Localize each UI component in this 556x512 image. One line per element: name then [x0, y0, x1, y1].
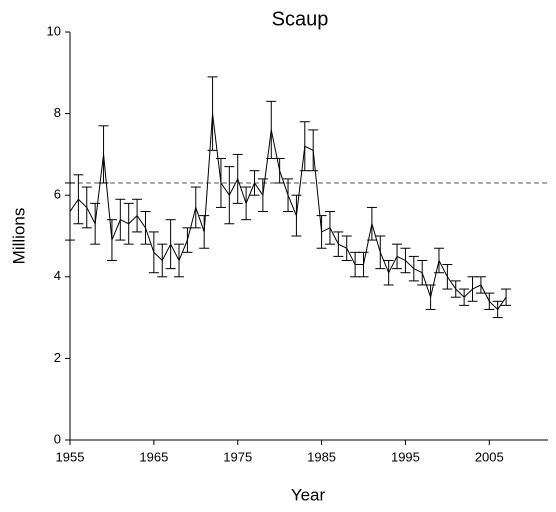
y-tick-label: 2	[54, 350, 61, 365]
x-tick-label: 1995	[391, 449, 420, 464]
chart-title: Scaup	[272, 8, 329, 30]
y-tick-label: 0	[54, 431, 61, 446]
y-tick-label: 8	[54, 105, 61, 120]
x-tick-label: 1975	[223, 449, 252, 464]
y-tick-label: 6	[54, 187, 61, 202]
y-tick-label: 10	[47, 23, 61, 38]
y-axis-title: Millions	[9, 208, 28, 265]
y-tick-label: 4	[54, 268, 61, 283]
x-tick-label: 1965	[139, 449, 168, 464]
x-tick-label: 1985	[307, 449, 336, 464]
x-tick-label: 2005	[475, 449, 504, 464]
x-axis-title: Year	[291, 485, 326, 504]
x-tick-label: 1955	[56, 449, 85, 464]
data-line	[69, 113, 507, 311]
